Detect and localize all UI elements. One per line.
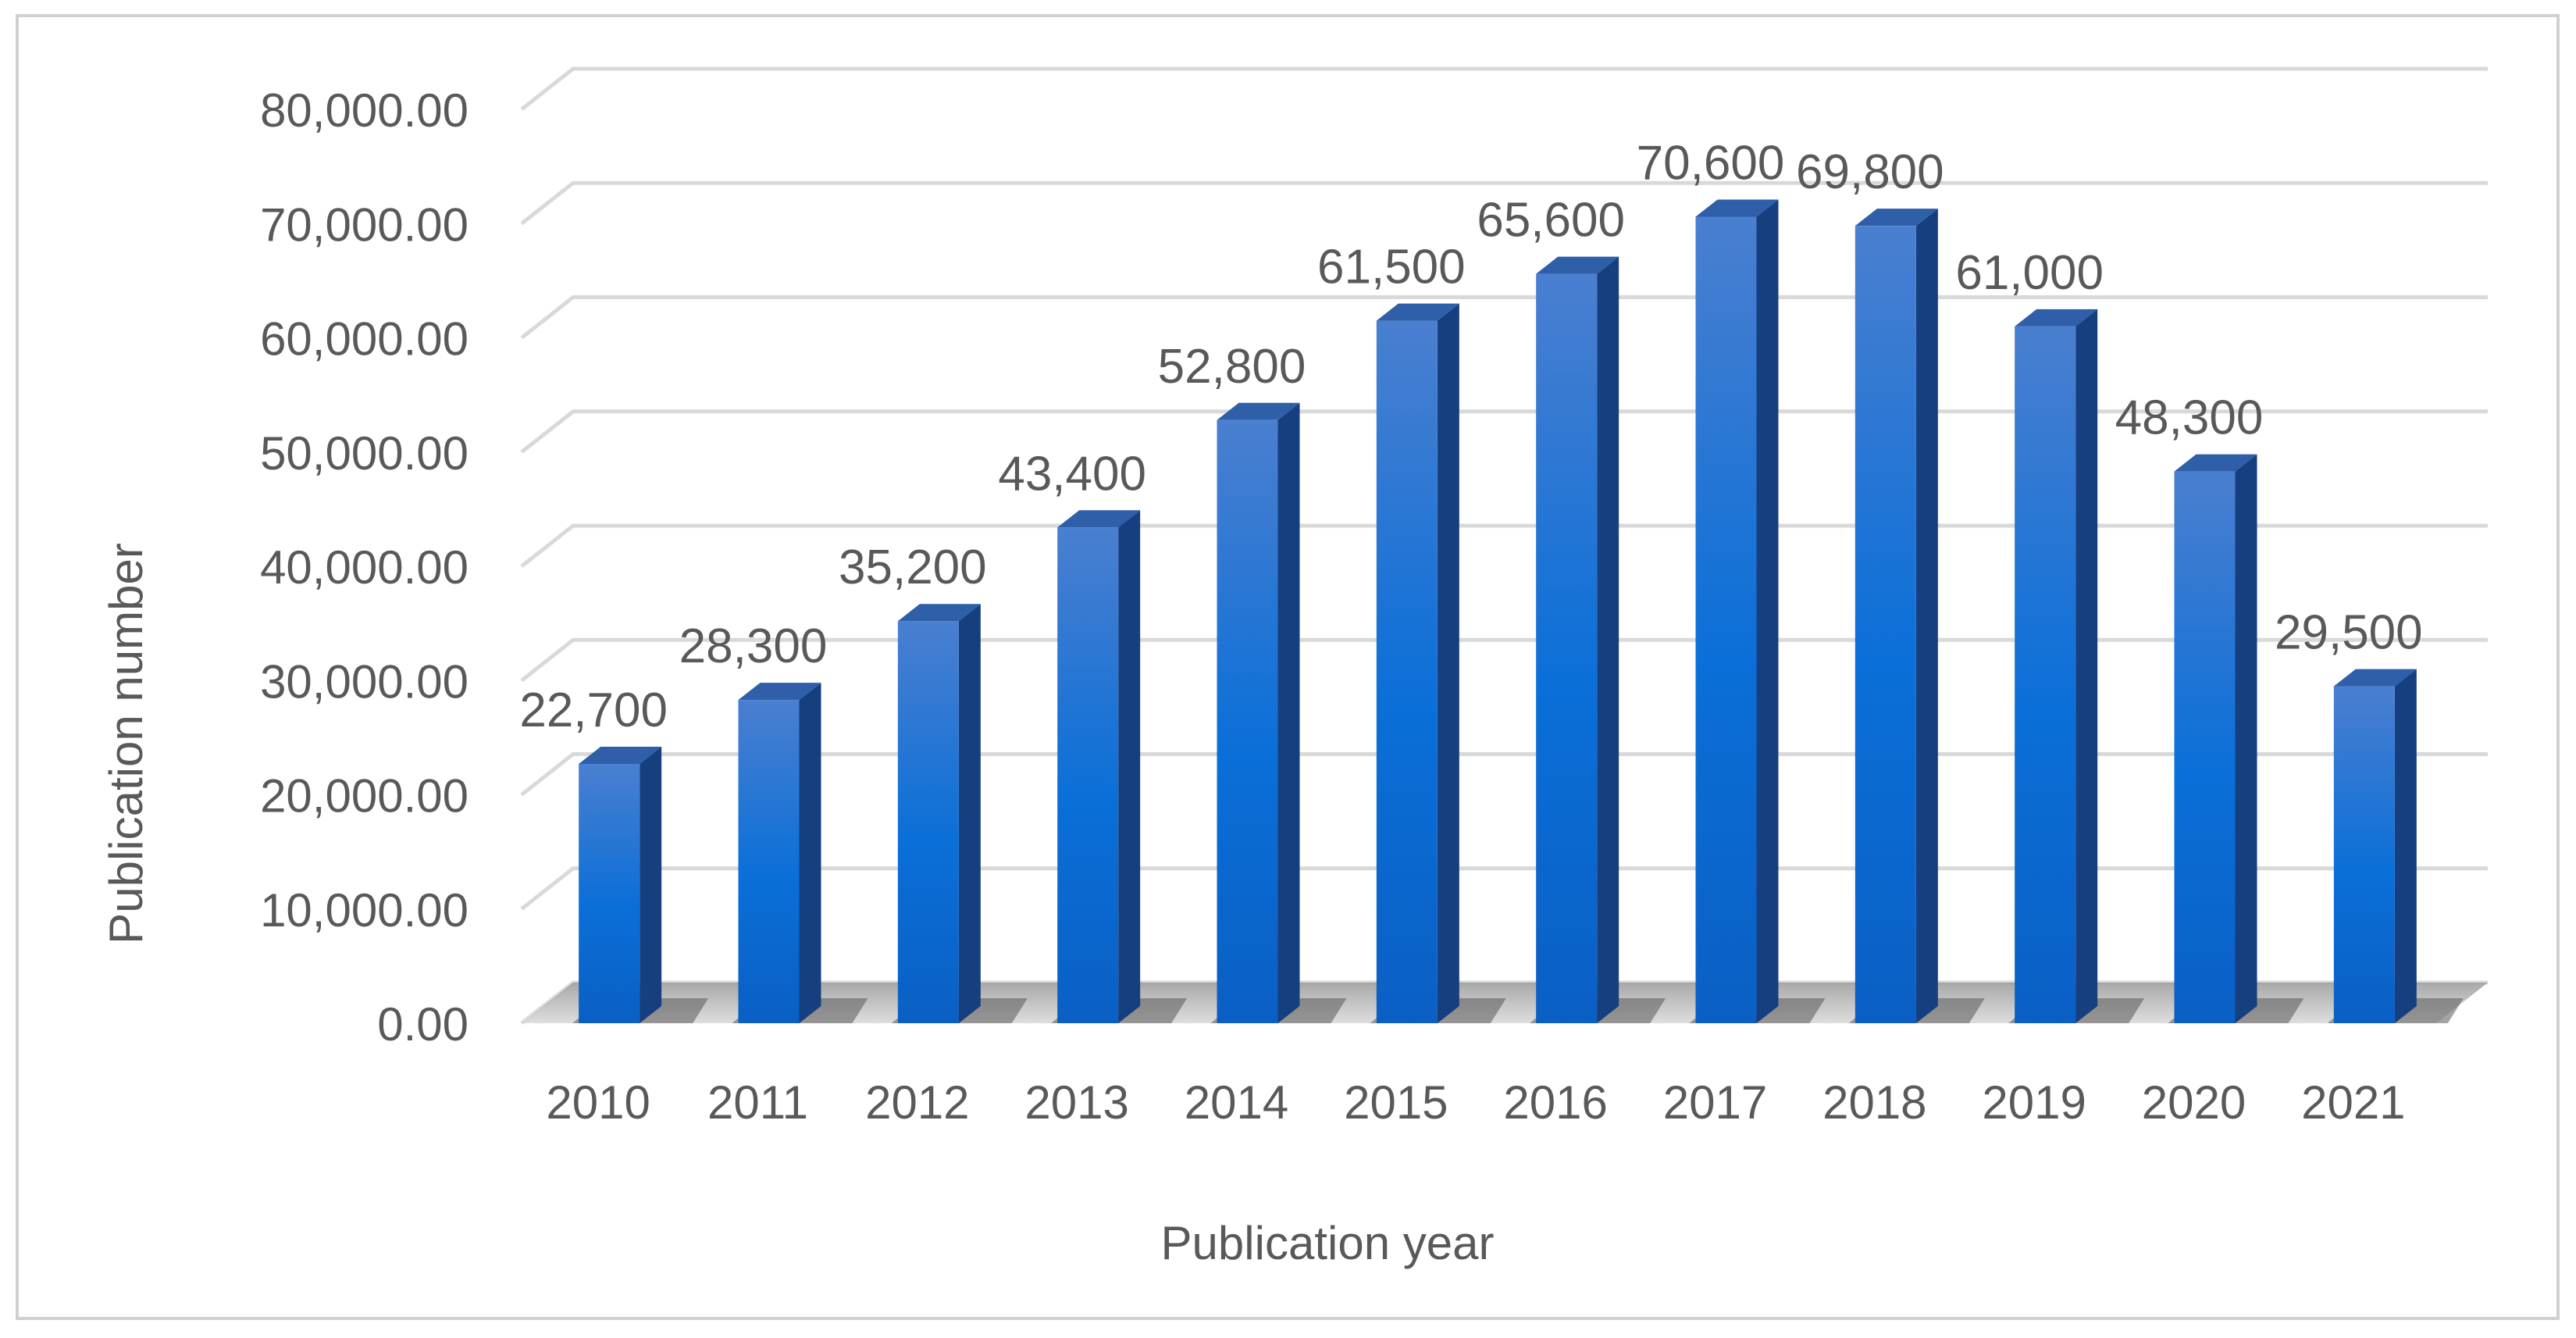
gridline bbox=[522, 298, 2488, 338]
bar-front bbox=[1536, 274, 1597, 1023]
y-tick-label: 0.00 bbox=[377, 998, 469, 1051]
bar-front bbox=[2175, 472, 2236, 1023]
data-label: 35,200 bbox=[839, 541, 987, 594]
bar-side bbox=[1118, 510, 1140, 1023]
bar-side bbox=[2075, 309, 2097, 1023]
bar-front bbox=[1057, 527, 1118, 1023]
bar-side bbox=[2236, 455, 2257, 1023]
y-tick-label: 20,000.00 bbox=[260, 770, 469, 822]
bar bbox=[732, 683, 868, 1023]
data-label: 70,600 bbox=[1637, 136, 1785, 190]
data-label: 65,600 bbox=[1477, 194, 1625, 248]
y-axis-ticks: 0.00 10,000.00 20,000.00 30,000.00 40,000.00… bbox=[260, 84, 469, 1051]
data-label: 28,300 bbox=[679, 619, 828, 673]
data-label: 43,400 bbox=[998, 447, 1146, 501]
x-tick-label: 2014 bbox=[1185, 1076, 1288, 1129]
x-axis-ticks: 2010 2011 2012 2013 2014 2015 2016 2017 2018 2019… bbox=[546, 1076, 2405, 1129]
x-tick-label: 2021 bbox=[2301, 1076, 2405, 1129]
x-tick-label: 2018 bbox=[1822, 1076, 1926, 1129]
bar-side bbox=[2395, 669, 2417, 1023]
bar-side bbox=[1916, 209, 1938, 1023]
bar-front bbox=[1855, 226, 1916, 1023]
y-tick-label: 10,000.00 bbox=[260, 884, 469, 937]
bar-front bbox=[2015, 326, 2075, 1023]
y-tick-label: 60,000.00 bbox=[260, 313, 469, 366]
bar bbox=[2168, 455, 2304, 1023]
data-label: 48,300 bbox=[2115, 391, 2264, 445]
bar-side bbox=[1438, 304, 1459, 1023]
bar bbox=[2328, 669, 2464, 1023]
x-axis-title: Publication year bbox=[1161, 1217, 1495, 1269]
data-labels: 22,70028,30035,20043,40052,80061,50065,6… bbox=[519, 136, 2422, 737]
bar-front bbox=[1696, 216, 1757, 1023]
x-tick-label: 2015 bbox=[1344, 1076, 1448, 1129]
x-tick-label: 2016 bbox=[1503, 1076, 1607, 1129]
bar-side bbox=[1278, 403, 1300, 1023]
data-label: 29,500 bbox=[2275, 606, 2423, 660]
bar-side bbox=[1757, 199, 1779, 1023]
bar bbox=[892, 604, 1028, 1023]
bar-side bbox=[800, 683, 821, 1023]
data-label: 61,500 bbox=[1317, 241, 1466, 294]
x-tick-label: 2010 bbox=[546, 1076, 650, 1129]
x-tick-label: 2019 bbox=[1982, 1076, 2086, 1129]
y-tick-label: 50,000.00 bbox=[260, 427, 469, 480]
data-label: 22,700 bbox=[519, 683, 668, 737]
bar bbox=[1849, 209, 1985, 1023]
y-tick-label: 80,000.00 bbox=[260, 84, 469, 137]
bar-side bbox=[640, 747, 661, 1023]
bar bbox=[1690, 199, 1826, 1023]
x-tick-label: 2013 bbox=[1024, 1076, 1128, 1129]
bar-front bbox=[2334, 687, 2395, 1023]
x-tick-label: 2012 bbox=[865, 1076, 969, 1129]
bar bbox=[1211, 403, 1347, 1023]
x-tick-label: 2020 bbox=[2142, 1076, 2246, 1129]
y-axis-title: Publication number bbox=[100, 543, 152, 944]
data-label: 69,800 bbox=[1796, 145, 1944, 199]
bar-side bbox=[959, 604, 981, 1023]
y-tick-label: 30,000.00 bbox=[260, 655, 469, 708]
bar-front bbox=[739, 700, 800, 1023]
x-tick-label: 2011 bbox=[707, 1076, 808, 1129]
gridline bbox=[522, 69, 2488, 109]
bar-front bbox=[898, 621, 959, 1023]
y-tick-label: 40,000.00 bbox=[260, 541, 469, 594]
data-label: 61,000 bbox=[1955, 246, 2104, 300]
bar-side bbox=[1597, 257, 1619, 1023]
x-tick-label: 2017 bbox=[1663, 1076, 1767, 1129]
bar-front bbox=[579, 764, 640, 1023]
y-tick-label: 70,000.00 bbox=[260, 198, 469, 251]
bar-front bbox=[1217, 420, 1278, 1023]
bar bbox=[1051, 510, 1187, 1023]
bars bbox=[572, 199, 2464, 1023]
bar-front bbox=[1377, 321, 1438, 1023]
data-label: 52,800 bbox=[1158, 340, 1306, 394]
